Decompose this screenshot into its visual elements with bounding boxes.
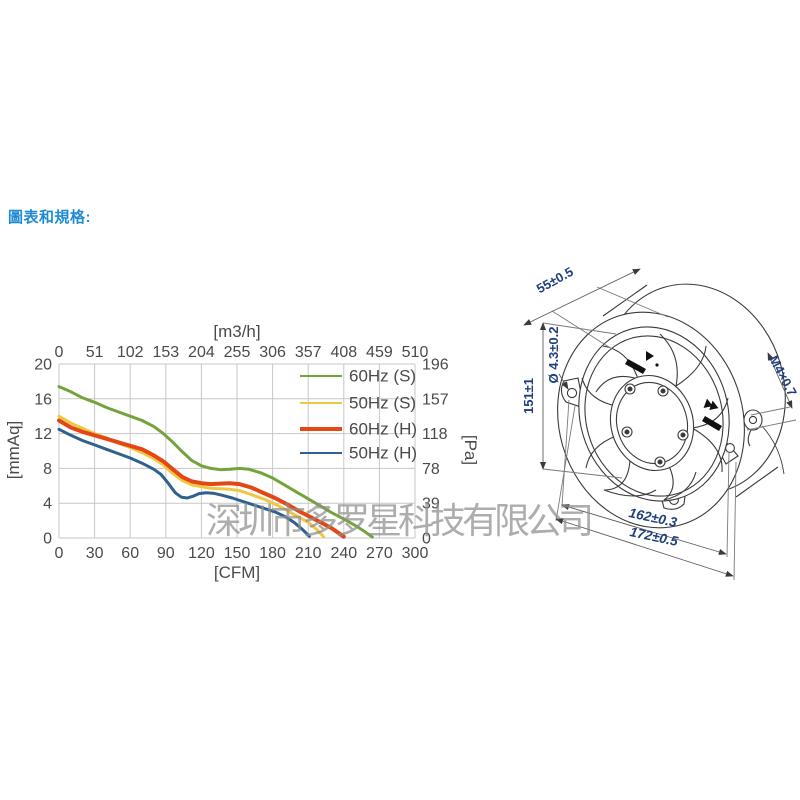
fan-blades: [581, 333, 729, 501]
fan-performance-chart: 0 51 102 153 204 255 306 357 408 459 510 [m3/h] 0 30 6…: [0, 300, 480, 600]
bottom-axis-tick-label: 90: [157, 545, 175, 562]
dim-height: 151±1: [521, 378, 536, 414]
left-axis-title: [mmAq]: [4, 421, 23, 480]
top-axis-tick-label: 204: [188, 344, 215, 361]
page-title: 圖表和規格:: [8, 209, 91, 226]
bottom-axis-tick-label: 240: [330, 545, 357, 562]
top-axis-tick-label: 306: [259, 344, 286, 361]
left-axis-tick-label: 12: [34, 426, 52, 443]
fan-dimension-drawing: 55±0.5 151±1 Ø 4.3±0.2 M4×0.7 162±0.3 17…: [500, 250, 800, 590]
top-axis-title: [m3/h]: [213, 322, 260, 341]
bottom-axis-tick-label: 0: [55, 545, 64, 562]
bottom-axis-tick-label: 210: [295, 545, 322, 562]
right-axis-title: [Pa]: [461, 435, 480, 465]
top-axis-tick-label: 255: [224, 344, 251, 361]
curve-50Hz-H-: [57, 427, 311, 538]
airflow-direction-icon: [702, 398, 722, 431]
curve-60Hz-S-: [57, 385, 374, 539]
legend-label: 50Hz (S): [349, 394, 416, 413]
curve-50Hz-S-: [57, 414, 326, 539]
top-axis-tick-label: 408: [330, 344, 357, 361]
right-axis-tick-label: 196: [422, 357, 449, 374]
dim-depth: 55±0.5: [534, 264, 576, 296]
legend-label: 60Hz (S): [349, 367, 416, 386]
right-axis-tick-label: 0: [422, 531, 431, 548]
right-axis-tick-label: 39: [422, 496, 440, 513]
top-axis-tick-label: 102: [117, 344, 144, 361]
bottom-axis-title: [CFM]: [214, 563, 260, 582]
chart-canvas: 0 51 102 153 204 255 306 357 408 459 510[m3/h]0 30 6…: [4, 322, 480, 582]
bottom-axis-tick-label: 60: [121, 545, 139, 562]
top-axis-tick-label: 510: [402, 344, 429, 361]
rotation-direction-icon: [625, 351, 659, 374]
curve-60Hz-H-: [57, 418, 346, 539]
dimension-lines: [523, 268, 797, 581]
left-axis-tick-label: 16: [34, 391, 52, 408]
legend-label: 60Hz (H): [349, 420, 417, 439]
left-axis-tick-label: 20: [34, 357, 52, 374]
right-axis-tick-label: 157: [422, 391, 449, 408]
top-axis-tick-label: 357: [295, 344, 322, 361]
bottom-axis-tick-label: 150: [224, 545, 251, 562]
top-axis-tick-label: 51: [86, 344, 104, 361]
left-axis-tick-label: 8: [43, 461, 52, 478]
top-axis-tick-label: 459: [366, 344, 393, 361]
fan-terminal: [743, 409, 785, 475]
left-axis-tick-label: 4: [43, 496, 52, 513]
bottom-axis-tick-label: 270: [366, 545, 393, 562]
top-axis-tick-label: 0: [55, 344, 64, 361]
top-axis-tick-label: 153: [152, 344, 179, 361]
left-axis-tick-label: 0: [43, 531, 52, 548]
right-axis-tick-label: 78: [422, 461, 440, 478]
right-axis-tick-label: 118: [422, 426, 448, 443]
bottom-axis-tick-label: 30: [86, 545, 104, 562]
fan-hub: [609, 374, 695, 472]
drawing-canvas: 55±0.5 151±1 Ø 4.3±0.2 M4×0.7 162±0.3 17…: [521, 264, 800, 581]
legend-label: 50Hz (H): [349, 444, 417, 463]
bottom-axis-tick-label: 120: [188, 545, 215, 562]
bottom-axis-tick-label: 300: [402, 545, 429, 562]
dim-thread: M4×0.7: [766, 353, 800, 399]
bottom-axis-tick-label: 180: [259, 545, 286, 562]
dim-hole-dia: Ø 4.3±0.2: [546, 326, 561, 383]
